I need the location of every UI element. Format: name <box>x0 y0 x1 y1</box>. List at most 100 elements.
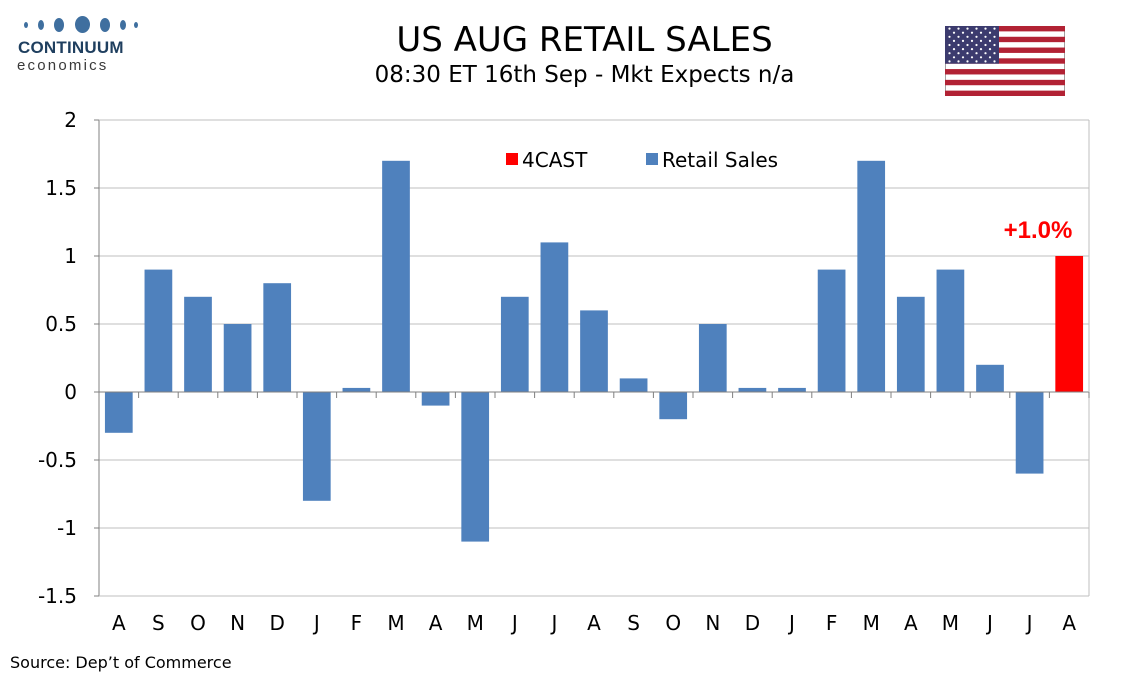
x-tick-label: D <box>745 611 760 635</box>
x-tick-label: N <box>230 611 245 635</box>
flag-star <box>948 35 951 38</box>
legend-swatch-4cast <box>506 153 518 165</box>
retail-sales-bar <box>500 296 529 392</box>
x-tick-label: M <box>942 611 959 635</box>
retail-sales-bar <box>976 364 1004 392</box>
logo-dot <box>75 16 90 33</box>
x-tick-label: F <box>351 611 363 635</box>
flag-star <box>948 60 951 63</box>
legend-label-retail-sales: Retail Sales <box>662 148 778 172</box>
flag-star <box>952 48 956 51</box>
flag-star <box>957 60 960 63</box>
retail-sales-bar <box>184 296 212 392</box>
x-tick-label: A <box>112 611 126 635</box>
retail-sales-bar <box>778 387 806 392</box>
flag-star <box>948 43 951 47</box>
flag-star <box>952 56 956 59</box>
flag-star <box>970 56 974 59</box>
x-tick-label: J <box>787 611 795 635</box>
x-tick-label: J <box>549 611 557 635</box>
x-tick-label: F <box>826 611 838 635</box>
flag-star <box>993 27 996 30</box>
x-tick-label: A <box>429 611 443 635</box>
x-tick-label: O <box>190 611 206 635</box>
flag-star <box>970 39 974 42</box>
flag-star <box>966 43 969 47</box>
flag-star <box>966 35 969 38</box>
flag-star <box>988 56 992 59</box>
retail-sales-bar <box>263 283 292 392</box>
retail-sales-bar <box>540 242 569 392</box>
x-tick-label: M <box>467 611 484 635</box>
y-tick-label: 0 <box>64 380 77 404</box>
flag-star <box>975 27 978 30</box>
flag-star <box>961 39 965 42</box>
flag-star <box>952 39 956 42</box>
flag-stripe <box>945 47 1065 53</box>
flag-star <box>975 35 978 38</box>
x-tick-label: O <box>665 611 681 635</box>
logo-sub: economics <box>17 57 109 74</box>
flag-star <box>975 43 978 47</box>
flag-star <box>966 52 969 55</box>
logo-brand: CONTINUUM <box>18 38 124 57</box>
flag-stripe <box>945 26 1065 32</box>
logo-dot <box>54 18 64 32</box>
x-tick-label: S <box>627 611 640 635</box>
flag-star <box>957 43 960 47</box>
x-tick-label: A <box>1062 611 1076 635</box>
flag-star <box>948 27 951 30</box>
retail-sales-bar <box>857 160 886 392</box>
logo-dot <box>134 22 138 28</box>
flag-star <box>966 60 969 63</box>
flag-star <box>957 52 960 55</box>
legend: 4CAST Retail Sales <box>506 148 778 172</box>
continuum-economics-logo: CONTINUUM economics <box>14 14 144 78</box>
x-tick-label: S <box>152 611 165 635</box>
flag-stripe <box>945 90 1065 96</box>
y-tick-label: 0.5 <box>45 312 77 336</box>
y-tick-label: 1 <box>64 244 77 268</box>
y-tick-label: 2 <box>64 108 77 132</box>
flag-star <box>952 31 956 34</box>
flag-star <box>961 56 965 59</box>
flag-star <box>979 31 983 34</box>
flag-star <box>979 39 983 42</box>
x-tick-label: D <box>269 611 284 635</box>
flag-star <box>984 43 987 47</box>
retail-sales-bar <box>144 269 173 392</box>
flag-stripe <box>945 36 1065 43</box>
flag-star <box>988 31 992 34</box>
flag-star <box>957 27 960 30</box>
retail-sales-bar <box>936 269 965 392</box>
flag-star <box>970 31 974 34</box>
x-tick-label: M <box>387 611 404 635</box>
x-tick-label: A <box>587 611 601 635</box>
logo-dot <box>24 22 28 28</box>
retail-sales-bar <box>104 392 133 433</box>
forecast-annotation: +1.0% <box>1004 217 1073 244</box>
flag-star <box>993 35 996 38</box>
retail-sales-bar <box>461 392 490 542</box>
flag-star <box>957 35 960 38</box>
retail-sales-bar <box>619 378 648 392</box>
y-tick-labels: 2 1.5 1 0.5 0 -0.5 -1 -1.5 <box>38 108 77 608</box>
retail-sales-bar <box>302 392 331 501</box>
y-tick-label: 1.5 <box>45 176 77 200</box>
flag-star <box>970 48 974 51</box>
forecast-bar <box>1055 256 1084 392</box>
flag-stripe <box>945 69 1065 75</box>
flag-star <box>988 39 992 42</box>
source-note: Source: Dep’t of Commerce <box>10 653 232 672</box>
retail-sales-bar <box>421 392 450 406</box>
flag-star <box>979 56 983 59</box>
chart-title: US AUG RETAIL SALES <box>396 20 773 60</box>
flag-star <box>961 31 965 34</box>
flag-stripe <box>945 79 1065 86</box>
retail-sales-bar <box>698 324 727 392</box>
axes <box>94 119 1090 597</box>
flag-star <box>984 60 987 63</box>
retail-sales-bar <box>382 160 410 392</box>
x-tick-label: J <box>1025 611 1033 635</box>
retail-sales-bar <box>223 324 252 392</box>
